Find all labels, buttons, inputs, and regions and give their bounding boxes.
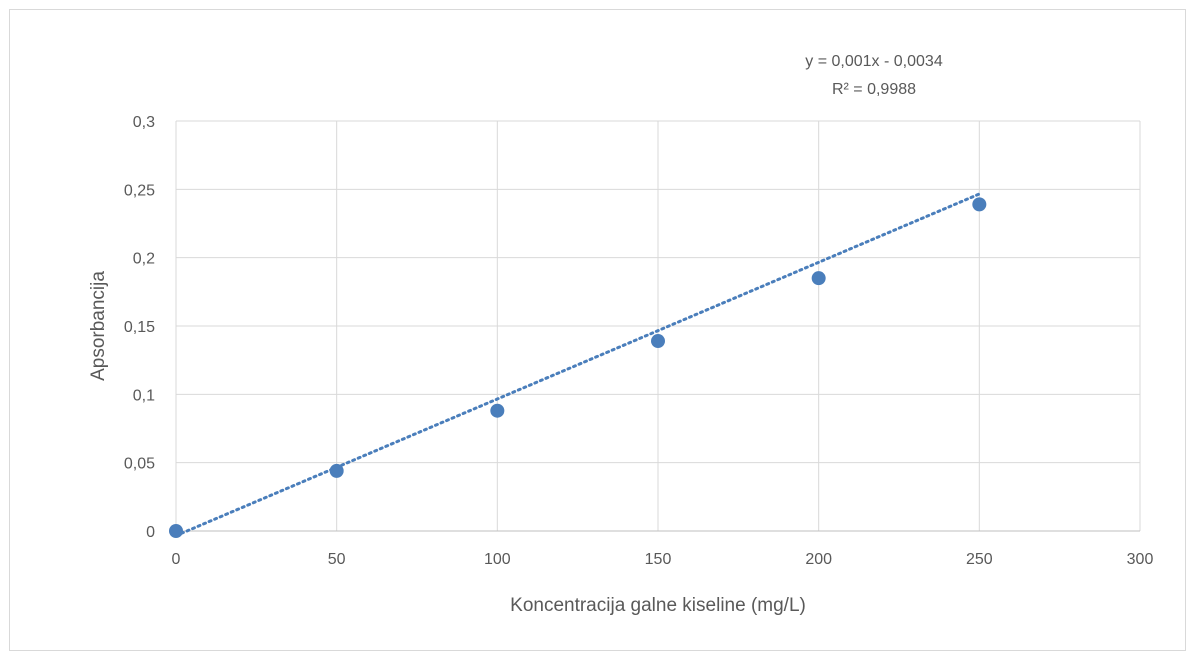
x-tick-label: 50 <box>328 551 346 568</box>
y-tick-label: 0,2 <box>133 251 155 268</box>
x-axis-title: Koncentracija galne kiseline (mg/L) <box>510 595 806 616</box>
y-tick-label: 0,05 <box>124 456 155 473</box>
y-tick-label: 0,3 <box>133 114 155 131</box>
y-tick-label: 0,1 <box>133 387 155 404</box>
trendline-path <box>174 192 981 538</box>
trendline-r-squared: R² = 0,9988 <box>832 81 916 98</box>
x-tick-label: 0 <box>172 551 181 568</box>
x-tick-label: 100 <box>484 551 511 568</box>
y-tick-label: 0,25 <box>124 182 155 199</box>
y-axis-title: Apsorbancija <box>88 271 109 381</box>
data-point <box>329 463 344 478</box>
data-points <box>169 197 987 538</box>
data-point <box>490 403 505 418</box>
trendline <box>174 192 981 538</box>
grid-lines <box>175 120 1141 532</box>
y-tick-labels: 0 0,05 0,1 0,15 0,2 0,25 0,3 <box>124 114 155 541</box>
x-tick-label: 250 <box>966 551 993 568</box>
data-point <box>811 271 826 286</box>
data-point <box>972 197 987 212</box>
trendline-equation: y = 0,001x - 0,0034 <box>805 53 943 70</box>
y-tick-label: 0,15 <box>124 319 155 336</box>
x-tick-label: 300 <box>1127 551 1154 568</box>
x-tick-label: 150 <box>645 551 672 568</box>
data-point <box>651 334 665 349</box>
x-tick-labels: 0 50 100 150 200 250 300 <box>172 551 1154 568</box>
x-tick-label: 200 <box>805 551 832 568</box>
y-tick-label: 0 <box>146 524 155 541</box>
chart-frame <box>9 9 1186 651</box>
data-point <box>169 524 183 538</box>
